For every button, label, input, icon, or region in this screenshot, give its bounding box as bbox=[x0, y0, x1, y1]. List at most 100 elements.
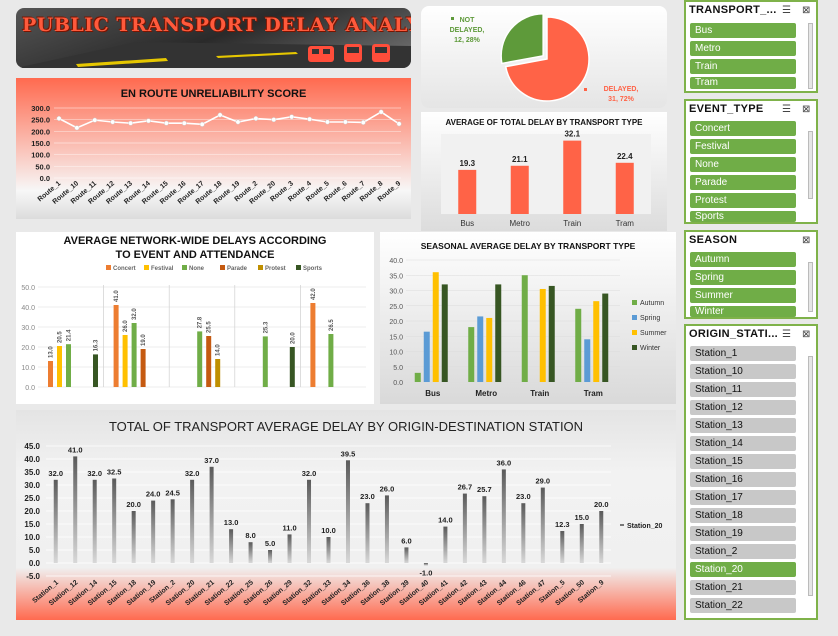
x-tick-label: Train bbox=[530, 389, 549, 398]
event-slicer-item[interactable]: Sports bbox=[690, 211, 796, 222]
transport-slicer-item[interactable]: Bus bbox=[690, 23, 796, 38]
transport-slicer-scrollbar[interactable] bbox=[808, 23, 813, 89]
series-line bbox=[58, 111, 400, 129]
y-tick-label: 30.0 bbox=[24, 481, 40, 490]
origin-slicer-scrollbar[interactable] bbox=[808, 356, 813, 596]
y-tick-label: 25.0 bbox=[24, 494, 40, 503]
bar bbox=[510, 165, 529, 214]
clear-filter-icon[interactable]: ⊠ bbox=[802, 235, 811, 246]
legend-marker bbox=[632, 330, 637, 335]
data-point bbox=[146, 118, 151, 124]
clear-filter-icon[interactable]: ⊠ bbox=[802, 5, 811, 16]
season-slicer[interactable]: SEASON ⊠ Autumn Spring Summer Winter bbox=[684, 230, 818, 319]
legend-label: Winter bbox=[640, 345, 661, 352]
event-slicer-item[interactable]: Concert bbox=[690, 121, 796, 136]
y-tick-label: 50.0 bbox=[21, 285, 35, 292]
origin-slicer-item[interactable]: Station_22 bbox=[690, 598, 796, 613]
origin-slicer-item[interactable]: Station_21 bbox=[690, 580, 796, 595]
pie-slice bbox=[504, 16, 590, 102]
season-slicer-scrollbar[interactable] bbox=[808, 262, 813, 312]
event-slicer-item[interactable]: Protest bbox=[690, 193, 796, 208]
event-slicer-item[interactable]: Parade bbox=[690, 175, 796, 190]
y-tick-label: 300.0 bbox=[31, 104, 50, 113]
tram-icon bbox=[372, 44, 390, 62]
multi-select-icon[interactable]: ☰ bbox=[782, 5, 791, 16]
bar bbox=[57, 346, 62, 387]
pie-label-value: 12, 28% bbox=[454, 37, 480, 44]
event-slicer-item[interactable]: None bbox=[690, 157, 796, 172]
transport-slicer[interactable]: TRANSPORT_... ☰ ⊠ Bus Metro Train Tram bbox=[684, 0, 818, 93]
origin-slicer-item[interactable]: Station_16 bbox=[690, 472, 796, 487]
data-point bbox=[360, 120, 366, 125]
y-tick-label: 30.0 bbox=[389, 289, 403, 296]
bar bbox=[495, 284, 502, 382]
data-point bbox=[199, 121, 205, 127]
transport-slicer-item[interactable]: Metro bbox=[690, 41, 796, 56]
data-label: -1.0 bbox=[419, 569, 432, 578]
origin-slicer-item[interactable]: Station_10 bbox=[690, 364, 796, 379]
legend-label: Protest bbox=[265, 266, 286, 272]
season-slicer-item[interactable]: Winter bbox=[690, 306, 796, 317]
bar bbox=[262, 336, 268, 387]
season-slicer-item[interactable]: Summer bbox=[690, 288, 796, 303]
pie-label-value: 31, 72% bbox=[608, 96, 634, 103]
origin-slicer-item[interactable]: Station_1 bbox=[690, 346, 796, 361]
origin-slicer-item[interactable]: Station_17 bbox=[690, 490, 796, 505]
data-point bbox=[253, 116, 259, 121]
unreliability-title: EN ROUTE UNRELIABILITY SCORE bbox=[120, 88, 307, 100]
bar bbox=[307, 479, 312, 563]
x-tick-label: Train bbox=[563, 219, 581, 228]
origin-slicer-item[interactable]: Station_18 bbox=[690, 508, 796, 523]
transport-slicer-item[interactable]: Train bbox=[690, 59, 796, 74]
y-tick-label: 10.0 bbox=[24, 533, 40, 542]
pie-legend-marker bbox=[584, 88, 587, 91]
bar bbox=[140, 349, 146, 387]
pie-label-name: DELAYED, bbox=[604, 86, 639, 93]
y-tick-label: 0.0 bbox=[393, 380, 403, 387]
origin-slicer-item[interactable]: Station_20 bbox=[690, 562, 796, 577]
origin-slicer-item[interactable]: Station_12 bbox=[690, 400, 796, 415]
clear-filter-icon[interactable]: ⊠ bbox=[802, 104, 811, 115]
event-slicer-scrollbar[interactable] bbox=[808, 131, 813, 199]
data-label: 10.0 bbox=[321, 526, 336, 535]
origin-slicer-item[interactable]: Station_14 bbox=[690, 436, 796, 451]
bar bbox=[593, 301, 600, 382]
bar bbox=[345, 460, 350, 563]
bar bbox=[170, 499, 175, 563]
data-label: 11.0 bbox=[282, 523, 296, 532]
bar bbox=[48, 361, 53, 387]
event-slicer[interactable]: EVENT_TYPE ☰ ⊠ Concert Festival None Par… bbox=[684, 99, 818, 224]
y-tick-label: 5.0 bbox=[393, 365, 403, 372]
multi-select-icon[interactable]: ☰ bbox=[782, 104, 791, 115]
y-tick-label: 0.0 bbox=[29, 559, 41, 568]
data-label: 29.0 bbox=[536, 477, 551, 486]
season-slicer-item[interactable]: Autumn bbox=[690, 252, 796, 267]
od-panel: TOTAL OF TRANSPORT AVERAGE DELAY BY ORIG… bbox=[16, 410, 676, 620]
transport-slicer-item[interactable]: Tram bbox=[690, 77, 796, 89]
season-slicer-item[interactable]: Spring bbox=[690, 270, 796, 285]
origin-slicer-item[interactable]: Station_2 bbox=[690, 544, 796, 559]
data-point bbox=[74, 125, 80, 131]
bar bbox=[486, 317, 493, 382]
bar bbox=[73, 456, 78, 563]
y-tick-label: 40.0 bbox=[21, 305, 35, 312]
event-slicer-item[interactable]: Festival bbox=[690, 139, 796, 154]
legend-label: None bbox=[189, 266, 205, 272]
origin-slicer-item[interactable]: Station_11 bbox=[690, 382, 796, 397]
origin-slicer-item[interactable]: Station_15 bbox=[690, 454, 796, 469]
data-label: 24.5 bbox=[165, 488, 180, 497]
legend-marker bbox=[296, 265, 301, 270]
origin-slicer-item[interactable]: Station_13 bbox=[690, 418, 796, 433]
y-tick-label: -5.0 bbox=[26, 572, 40, 581]
pie-slice bbox=[500, 13, 544, 65]
multi-select-icon[interactable]: ☰ bbox=[782, 329, 791, 340]
clear-filter-icon[interactable]: ⊠ bbox=[802, 329, 811, 340]
data-point bbox=[163, 120, 169, 126]
origin-slicer-item[interactable]: Station_19 bbox=[690, 526, 796, 541]
bar bbox=[248, 542, 253, 563]
data-label: 25.3 bbox=[263, 321, 269, 333]
data-point bbox=[110, 119, 116, 125]
origin-slicer[interactable]: ORIGIN_STATI... ☰ ⊠ Station_1 Station_10 S… bbox=[684, 324, 818, 620]
bar bbox=[579, 524, 584, 563]
data-point bbox=[325, 119, 330, 125]
